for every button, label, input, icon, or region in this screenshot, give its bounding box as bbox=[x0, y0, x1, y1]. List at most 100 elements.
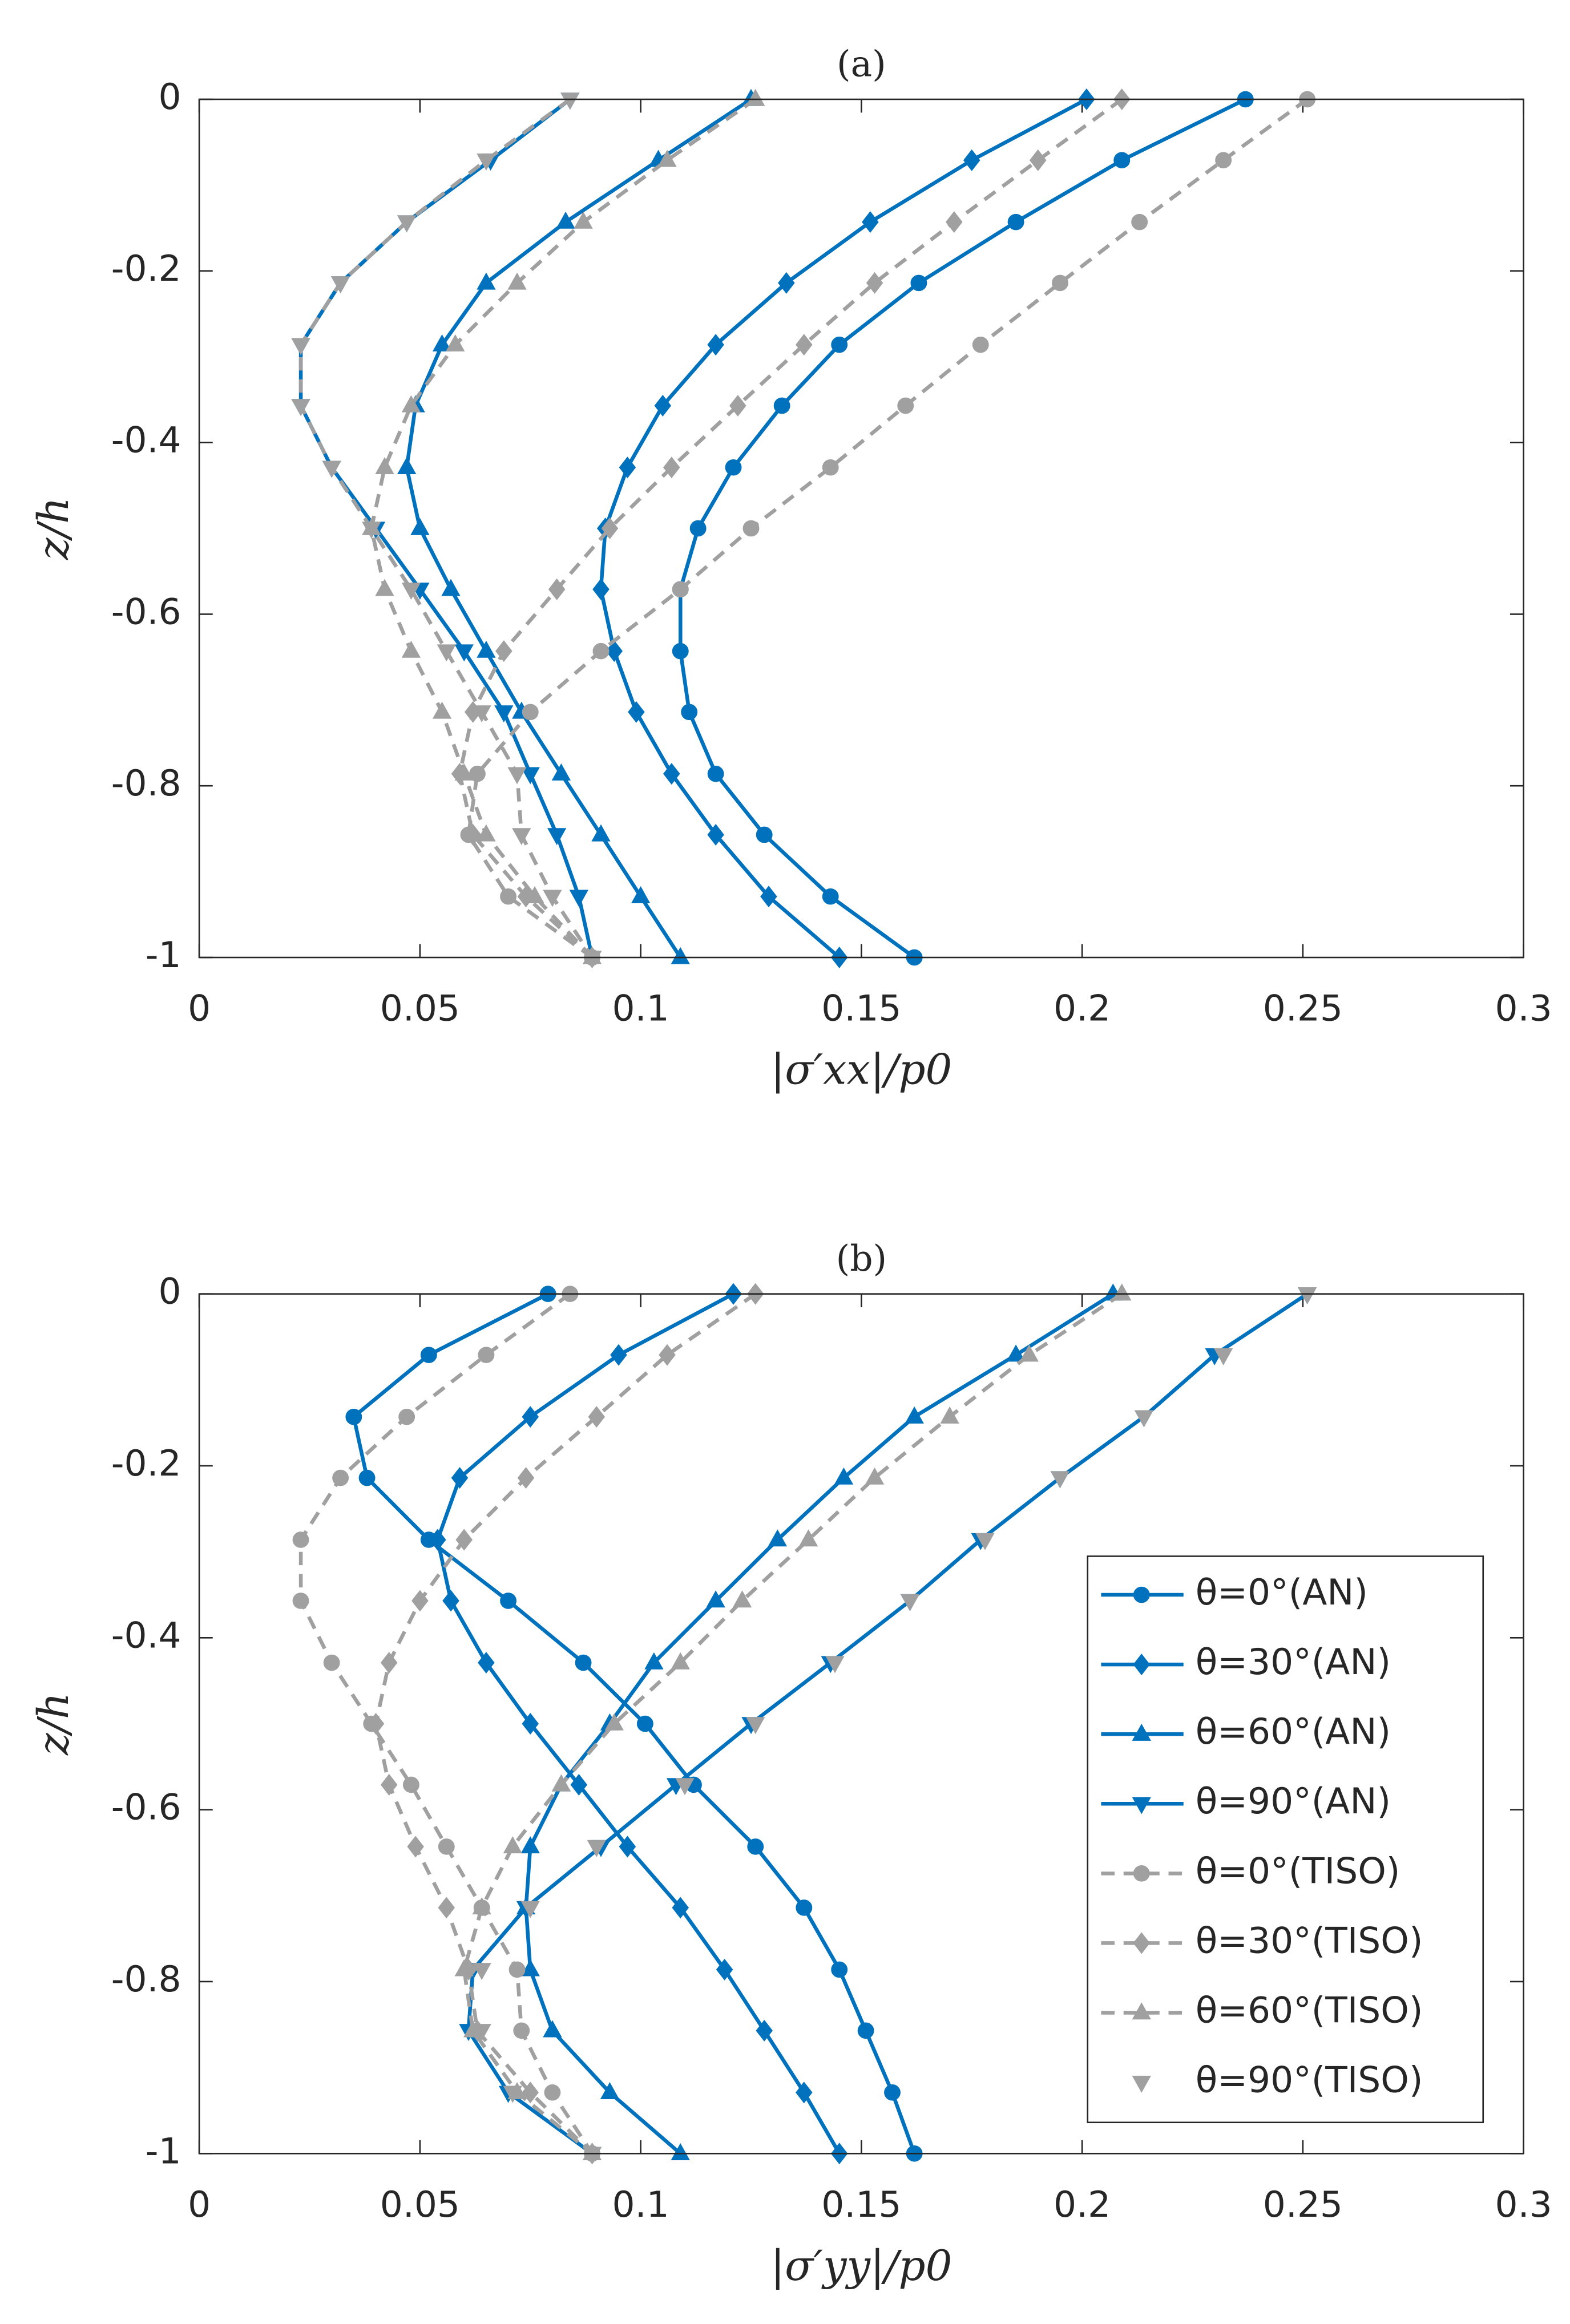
data-point bbox=[742, 520, 760, 537]
data-point bbox=[862, 211, 879, 233]
data-point bbox=[768, 1529, 788, 1547]
data-point bbox=[963, 149, 980, 171]
data-point bbox=[472, 1963, 491, 1981]
data-point bbox=[582, 2147, 602, 2164]
y-tick-label: -1 bbox=[146, 2131, 181, 2172]
data-point bbox=[478, 1347, 495, 1363]
axes-box bbox=[198, 98, 1524, 959]
data-point bbox=[716, 1958, 733, 1981]
y-tick-label: -0.2 bbox=[111, 248, 181, 289]
data-point bbox=[420, 1347, 437, 1363]
data-point bbox=[411, 1590, 429, 1612]
y-tick-label: -0.8 bbox=[111, 763, 181, 805]
legend-marker bbox=[1132, 2002, 1151, 2020]
x-tick-label: 0.25 bbox=[1263, 988, 1343, 1029]
data-point bbox=[522, 2082, 539, 2104]
data-point bbox=[454, 763, 474, 781]
data-point bbox=[292, 1593, 309, 1609]
data-point bbox=[507, 767, 527, 785]
data-point bbox=[477, 640, 496, 658]
data-point bbox=[884, 2084, 901, 2101]
data-point bbox=[332, 1469, 349, 1486]
data-point bbox=[398, 1408, 415, 1425]
data-point bbox=[330, 276, 350, 294]
chart-title: (b) bbox=[836, 1238, 887, 1279]
data-point bbox=[897, 397, 914, 414]
data-point bbox=[831, 336, 848, 353]
legend-label: θ=60°(AN) bbox=[1196, 1711, 1391, 1752]
x-tick-label: 0.3 bbox=[1495, 988, 1552, 1029]
x-tick-label: 0.25 bbox=[1263, 2184, 1343, 2225]
data-point bbox=[508, 1961, 526, 1978]
data-point bbox=[866, 272, 883, 294]
data-point bbox=[822, 888, 839, 905]
data-point bbox=[591, 824, 611, 842]
data-point bbox=[362, 522, 381, 539]
data-point bbox=[1050, 1471, 1070, 1489]
data-point bbox=[663, 763, 680, 785]
x-tick-label: 0.05 bbox=[380, 988, 460, 1029]
data-point bbox=[631, 886, 651, 903]
data-point bbox=[556, 211, 575, 229]
data-point bbox=[900, 1594, 920, 1611]
data-point bbox=[520, 1959, 540, 1977]
data-point bbox=[464, 823, 482, 846]
data-point bbox=[512, 828, 531, 846]
data-point bbox=[494, 705, 514, 723]
data-point bbox=[671, 1652, 690, 1670]
data-point bbox=[675, 1778, 695, 1796]
data-point bbox=[438, 1838, 455, 1855]
data-point bbox=[975, 1533, 995, 1550]
data-point bbox=[551, 763, 571, 781]
data-point bbox=[477, 153, 496, 171]
data-point bbox=[570, 1773, 588, 1796]
y-tick-label: -0.8 bbox=[111, 1958, 181, 2000]
data-point bbox=[1113, 152, 1131, 169]
data-point bbox=[778, 272, 795, 294]
y-tick-label: -0.6 bbox=[111, 591, 181, 633]
data-point bbox=[587, 1840, 606, 1857]
data-point bbox=[654, 394, 672, 417]
y-tick-label: -0.4 bbox=[111, 419, 181, 461]
y-tick-label: 0 bbox=[159, 76, 181, 118]
data-point bbox=[291, 399, 310, 417]
data-point bbox=[1112, 1283, 1132, 1301]
data-point bbox=[397, 215, 417, 233]
data-point bbox=[681, 704, 698, 721]
data-point bbox=[544, 2084, 561, 2101]
y-tick-label: -1 bbox=[146, 934, 181, 976]
data-point bbox=[659, 1344, 676, 1366]
data-point bbox=[619, 456, 636, 479]
data-point bbox=[707, 823, 724, 846]
data-point bbox=[689, 520, 707, 537]
data-point bbox=[865, 1467, 885, 1485]
data-point bbox=[834, 1467, 854, 1485]
chart-title: (a) bbox=[837, 43, 886, 85]
data-point bbox=[375, 579, 394, 596]
data-point bbox=[401, 583, 421, 600]
data-point bbox=[972, 336, 989, 353]
data-point bbox=[432, 334, 452, 351]
x-tick-label: 0 bbox=[188, 988, 211, 1029]
data-point bbox=[525, 886, 544, 903]
data-point bbox=[522, 1406, 539, 1428]
data-point bbox=[503, 2085, 522, 2103]
legend-marker bbox=[1132, 1723, 1151, 1741]
data-point bbox=[574, 211, 593, 229]
data-point bbox=[477, 824, 496, 842]
data-point bbox=[478, 1651, 495, 1674]
data-point bbox=[543, 2020, 562, 2038]
data-point bbox=[1134, 1410, 1154, 1428]
data-point bbox=[547, 828, 567, 846]
data-point bbox=[520, 1836, 540, 1854]
x-axis-label: |σ′yy|/p0 bbox=[770, 2242, 952, 2290]
data-point bbox=[600, 2082, 620, 2099]
x-tick-label: 0 bbox=[188, 2184, 211, 2225]
data-point bbox=[569, 890, 588, 907]
data-point bbox=[663, 456, 680, 479]
data-point bbox=[454, 1959, 474, 1977]
data-point bbox=[575, 1654, 592, 1671]
data-point bbox=[402, 1776, 419, 1793]
data-point bbox=[946, 211, 963, 233]
